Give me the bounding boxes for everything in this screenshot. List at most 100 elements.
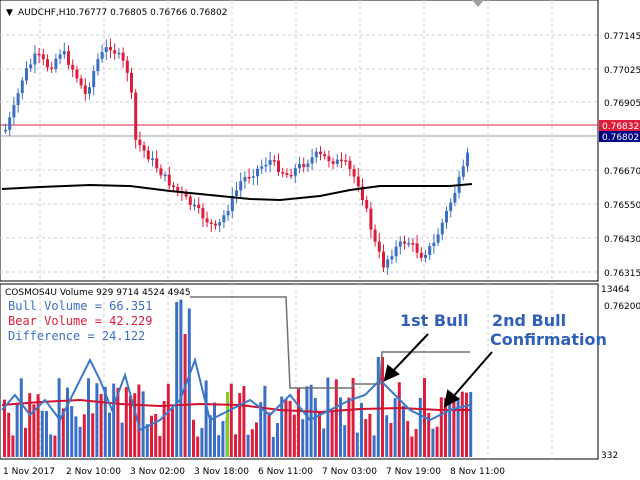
volume-bar (49, 434, 53, 457)
time-tick: 7 Nov 03:00 (322, 467, 377, 477)
candle-body (176, 186, 180, 192)
annotation-second-bull: 2nd Bull (492, 311, 566, 330)
candle-body (445, 210, 448, 223)
difference-text: Difference = 24.122 (8, 329, 145, 343)
volume-bar (208, 415, 212, 457)
volume-bar (418, 397, 422, 457)
volume-bar (414, 429, 418, 457)
volume-bar (204, 380, 208, 457)
candle-body (352, 168, 356, 177)
volume-bar (456, 397, 460, 457)
candle-body (289, 174, 293, 177)
price-tick: 0.77145 (604, 32, 640, 42)
candle-body (58, 54, 62, 59)
price-tick: 0.77025 (604, 66, 640, 76)
candle-body (104, 47, 108, 53)
shift-marker-icon[interactable] (472, 0, 484, 7)
candle-body (25, 68, 28, 81)
volume-bar (427, 412, 431, 457)
candle-body (298, 164, 301, 169)
candle-body (428, 246, 432, 255)
volume-bar (242, 386, 246, 457)
volume-bar (297, 388, 300, 457)
volume-bar (381, 357, 384, 457)
volume-bar (91, 413, 95, 457)
volume-bar (179, 299, 183, 457)
price-tick: 0.76905 (604, 99, 640, 109)
volume-bar (435, 426, 439, 457)
candle-body (314, 151, 318, 158)
indicator-axis-top: 13464 (601, 285, 630, 295)
volume-bar (87, 378, 90, 457)
volume-bar (175, 301, 179, 457)
candle-body (71, 64, 75, 70)
volume-bar (385, 415, 389, 457)
volume-bar (162, 400, 166, 457)
candle-body (12, 105, 16, 118)
candle-body (361, 186, 364, 200)
volume-bar (158, 435, 162, 457)
volume-bar (95, 383, 99, 457)
arrow-second-bull (451, 351, 493, 399)
candle-body (281, 172, 285, 174)
volume-bar (444, 397, 447, 457)
volume-bar (246, 434, 250, 457)
volume-bar (439, 397, 443, 457)
volume-bar (40, 410, 44, 457)
candle-body (16, 93, 20, 106)
volume-bar (355, 432, 359, 457)
current-price-badge (599, 131, 640, 142)
red-line-price-badge (599, 120, 640, 131)
candle-body (340, 159, 343, 162)
candle-body (20, 80, 24, 94)
candle-body (310, 157, 314, 164)
volume-bar (318, 412, 321, 457)
arrow-head-icon (443, 389, 460, 408)
candle-body (159, 168, 163, 176)
candle-body (302, 164, 306, 167)
volume-bar (326, 377, 330, 457)
price-panel[interactable] (0, 0, 599, 282)
candle-body (222, 215, 226, 223)
step-level-line (190, 296, 470, 389)
volume-bar (74, 416, 78, 457)
volume-bar (45, 411, 48, 457)
candle-body (67, 51, 70, 65)
volume-bar (234, 434, 237, 457)
candle-body (251, 176, 255, 178)
candle-body (356, 176, 360, 187)
volume-bar (124, 387, 128, 457)
volume-bar (347, 397, 351, 457)
volume-bar (267, 412, 271, 457)
candle-body (327, 156, 331, 162)
candle-body (37, 53, 41, 56)
time-axis: 1 Nov 2017 2 Nov 10:00 3 Nov 02:00 3 Nov… (3, 467, 505, 477)
volume-bar (410, 436, 414, 457)
candle-body (100, 52, 104, 60)
candle-body (197, 204, 201, 209)
volume-bar (330, 411, 334, 457)
dropdown-triangle-icon[interactable]: ▼ (6, 8, 13, 18)
volume-bar (24, 427, 27, 457)
volume-bar (15, 402, 19, 457)
volume-bar (376, 357, 380, 457)
volume-bar (280, 396, 284, 457)
volume-bar (271, 436, 275, 457)
volume-bar (301, 419, 305, 457)
volume-bar (276, 423, 279, 457)
volume-oscillator-line (1, 356, 471, 432)
candle-body (138, 139, 142, 146)
candle-body (88, 87, 91, 94)
candle-body (382, 251, 385, 268)
volume-histogram (1, 296, 473, 457)
volume-bar (103, 386, 107, 457)
candle-body (209, 222, 213, 224)
indicator-axis-bottom: 332 (601, 451, 618, 461)
time-tick: 3 Nov 02:00 (130, 467, 185, 477)
candle-body (125, 60, 129, 73)
volume-bar (397, 382, 401, 457)
volume-bar (53, 435, 57, 457)
volume-bar (360, 402, 363, 457)
volume-bar (448, 402, 452, 457)
